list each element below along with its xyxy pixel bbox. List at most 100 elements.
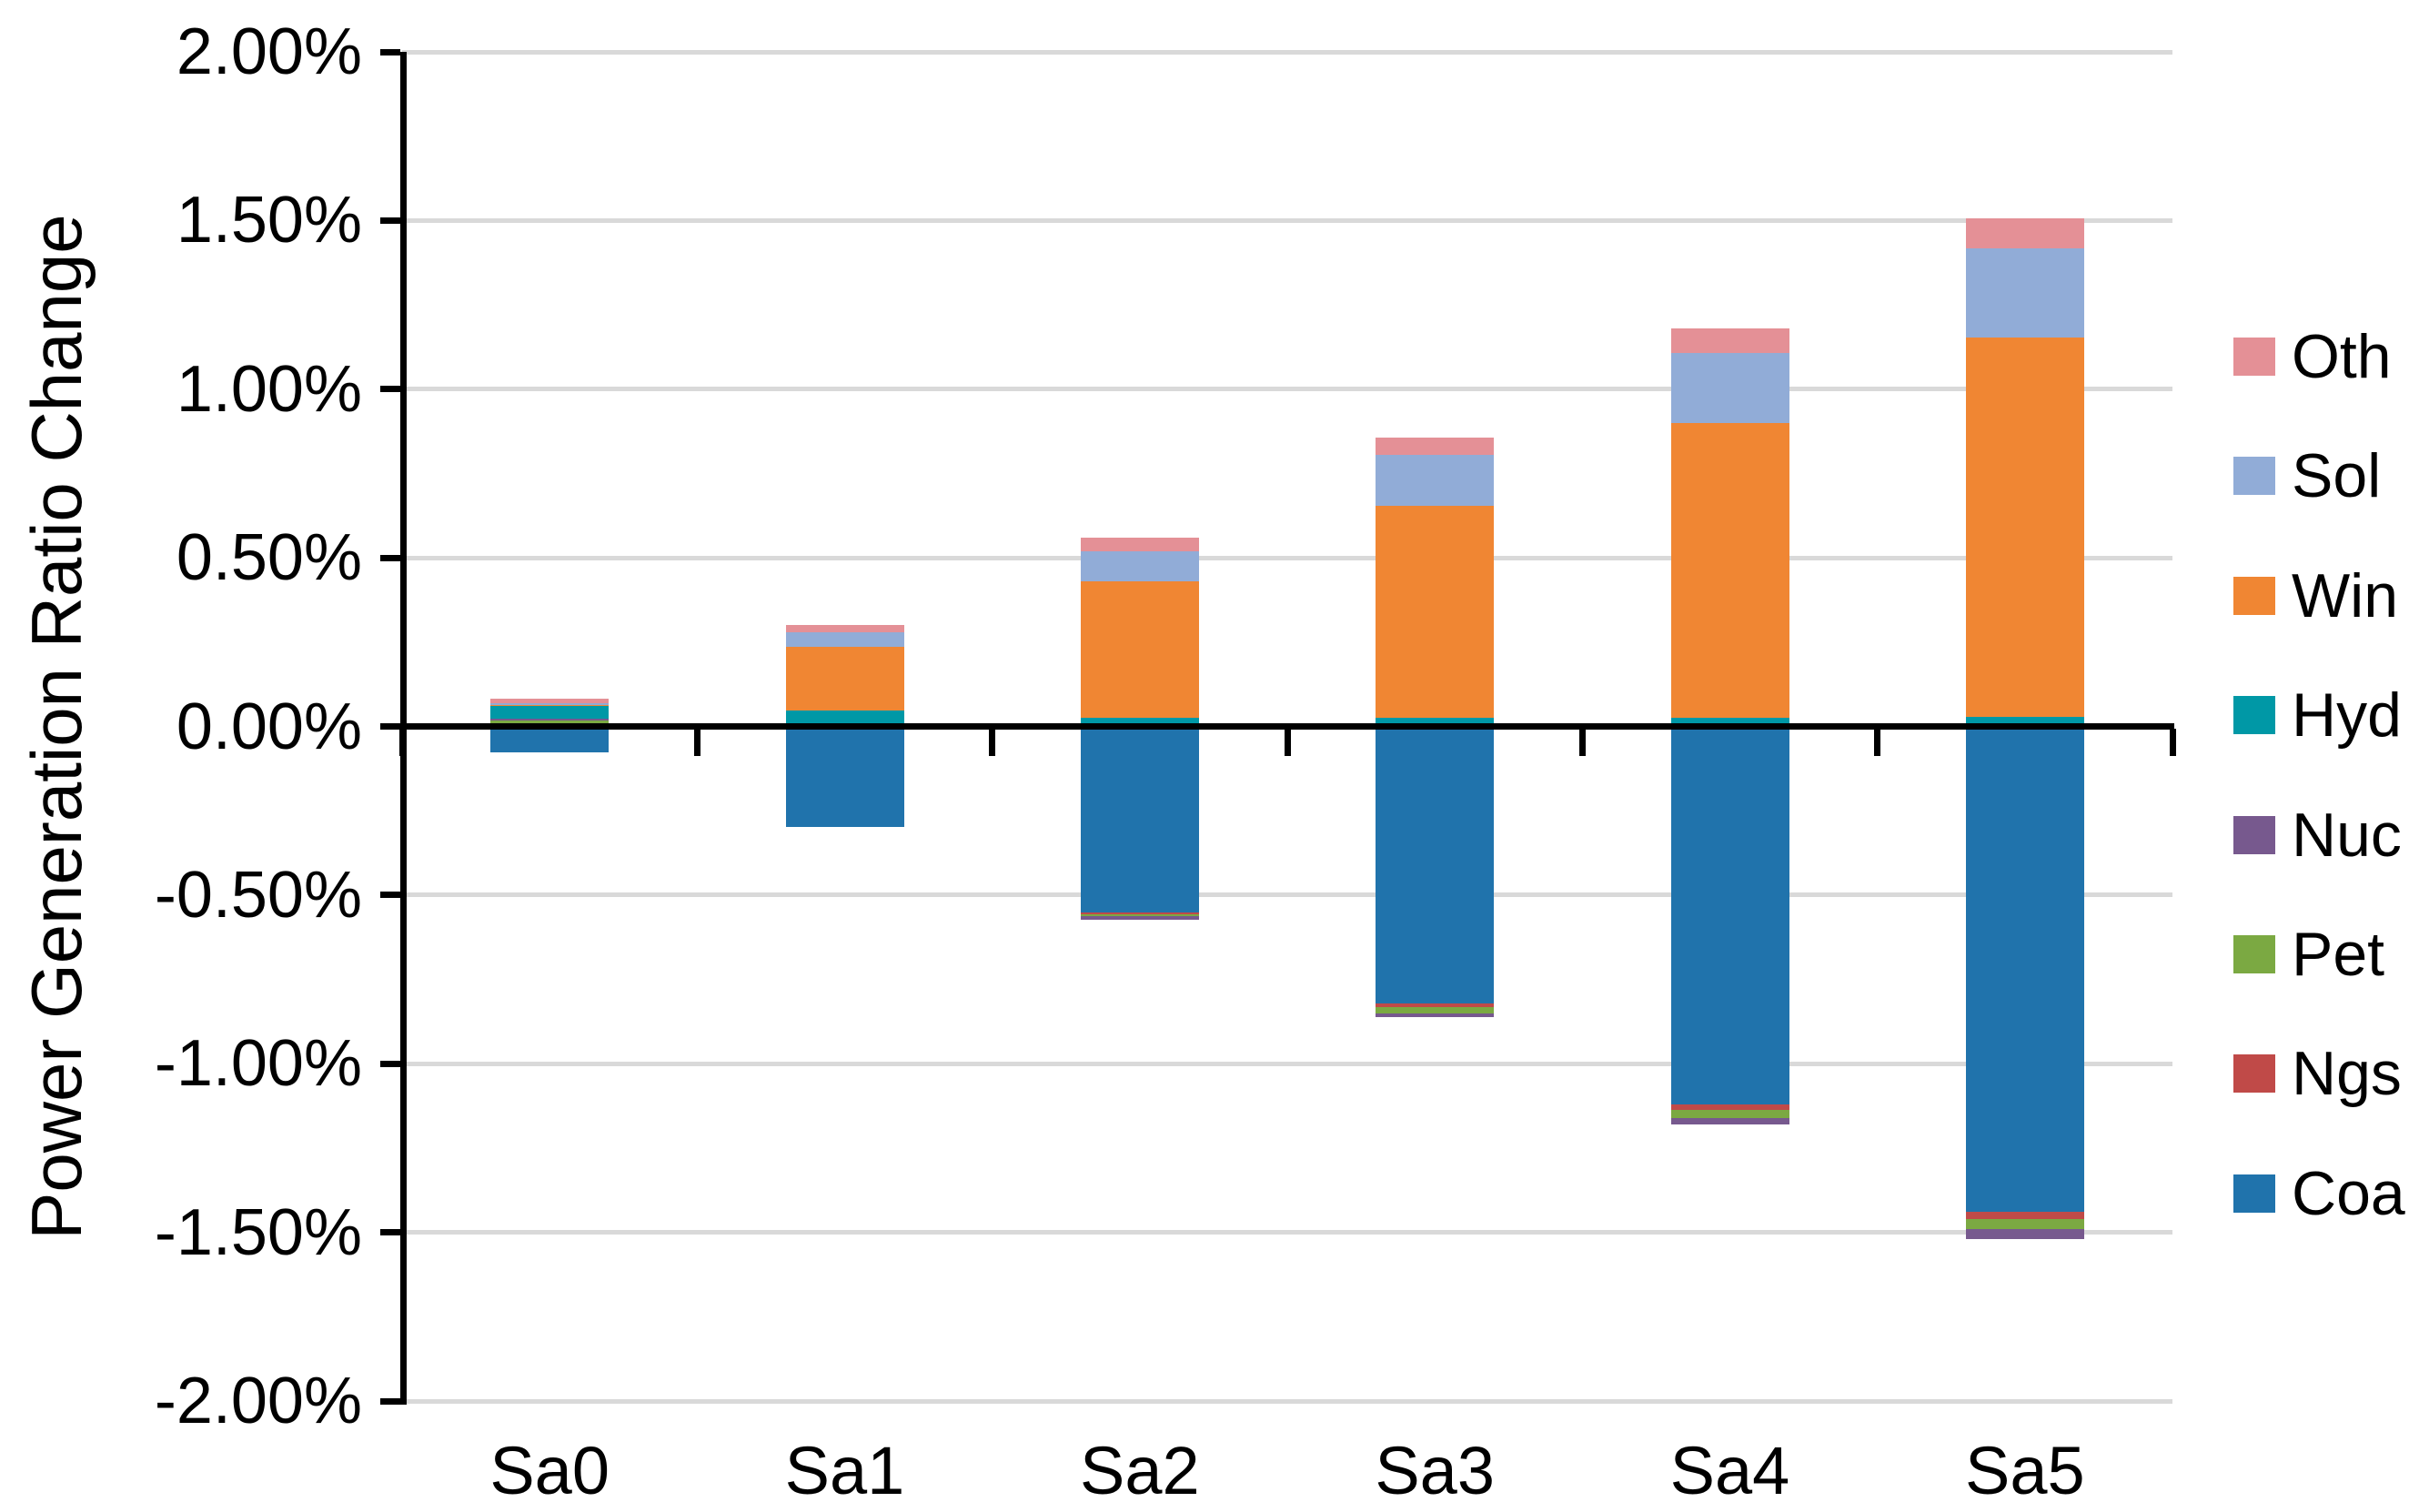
legend-label-Win: Win xyxy=(2292,560,2399,630)
bar-Sa1-Win xyxy=(785,647,904,711)
legend-item-Nuc: Nuc xyxy=(2233,802,2402,868)
legend-item-Sol: Sol xyxy=(2233,443,2381,509)
bar-Sa4-Pet xyxy=(1670,1109,1789,1118)
y-tick--0.5 xyxy=(380,892,400,899)
bar-Sa2-Hyd xyxy=(1080,718,1199,727)
gridline-0.5 xyxy=(402,555,2172,560)
bar-Sa2-Nuc xyxy=(1080,915,1199,920)
bar-Sa2-Ngs xyxy=(1080,912,1199,914)
x-tick-0 xyxy=(398,729,406,756)
gridline--0.5 xyxy=(402,892,2172,898)
legend-label-Nuc: Nuc xyxy=(2292,800,2402,870)
bar-Sa2-Sol xyxy=(1080,550,1199,582)
y-tick-label-1.5: 1.50% xyxy=(176,184,362,257)
y-tick-0 xyxy=(380,723,400,730)
legend-label-Coa: Coa xyxy=(2292,1158,2405,1228)
y-tick-0.5 xyxy=(380,554,400,561)
y-tick--2 xyxy=(380,1397,400,1405)
bar-Sa1-Coa xyxy=(785,726,904,827)
x-tick-5 xyxy=(1874,729,1881,756)
bar-Sa5-Sol xyxy=(1965,248,2084,338)
y-tick-label-1: 1.00% xyxy=(176,352,362,426)
bar-Sa5-Win xyxy=(1965,338,2084,718)
bar-Sa1-Hyd xyxy=(785,711,904,725)
bar-Sa5-Ngs xyxy=(1965,1212,2084,1220)
legend-item-Oth: Oth xyxy=(2233,324,2392,389)
y-tick--1 xyxy=(380,1060,400,1067)
legend-item-Pet: Pet xyxy=(2233,922,2384,987)
y-tick-label-0.5: 0.50% xyxy=(176,521,362,595)
bar-Sa5-Nuc xyxy=(1965,1228,2084,1240)
legend-item-Win: Win xyxy=(2233,563,2398,629)
bar-Sa0-Oth xyxy=(490,699,610,704)
bar-Sa2-Pet xyxy=(1080,913,1199,916)
gridline--1.5 xyxy=(402,1230,2172,1235)
bar-Sa5-Pet xyxy=(1965,1219,2084,1229)
x-axis-zero-line xyxy=(400,723,2174,730)
bar-Sa4-Sol xyxy=(1670,353,1789,423)
gridline-1.5 xyxy=(402,217,2172,223)
bar-Sa3-Sol xyxy=(1376,455,1495,506)
bar-Sa3-Coa xyxy=(1376,726,1495,1004)
bar-Sa5-Oth xyxy=(1965,217,2084,249)
legend-label-Hyd: Hyd xyxy=(2292,680,2402,751)
bar-Sa3-Nuc xyxy=(1376,1013,1495,1017)
legend-swatch-Pet xyxy=(2233,935,2275,973)
gridline--1 xyxy=(402,1061,2172,1066)
y-tick--1.5 xyxy=(380,1229,400,1236)
y-tick-label-2: 2.00% xyxy=(176,15,362,88)
bar-Sa2-Win xyxy=(1080,581,1199,719)
x-label-Sa2: Sa2 xyxy=(1079,1433,1200,1508)
legend-item-Hyd: Hyd xyxy=(2233,682,2402,748)
bar-Sa0-Sol xyxy=(490,703,610,706)
x-tick-3 xyxy=(1284,729,1291,756)
bar-Sa2-Coa xyxy=(1080,726,1199,912)
bar-Sa4-Nuc xyxy=(1670,1117,1789,1124)
legend-label-Ngs: Ngs xyxy=(2292,1039,2402,1109)
bar-Sa4-Coa xyxy=(1670,726,1789,1104)
legend-swatch-Nuc xyxy=(2233,815,2275,854)
legend-swatch-Coa xyxy=(2233,1174,2275,1213)
y-tick-label--0.5: -0.50% xyxy=(154,858,362,932)
gridline-2 xyxy=(402,49,2172,55)
x-label-Sa3: Sa3 xyxy=(1375,1433,1495,1508)
legend-label-Sol: Sol xyxy=(2292,441,2382,511)
bar-Sa3-Pet xyxy=(1376,1007,1495,1013)
bar-Sa1-Oth xyxy=(785,624,904,632)
bar-Sa1-Sol xyxy=(785,631,904,648)
x-tick-1 xyxy=(693,729,700,756)
y-tick-1.5 xyxy=(380,217,400,224)
bar-Sa4-Hyd xyxy=(1670,717,1789,727)
legend-swatch-Ngs xyxy=(2233,1054,2275,1094)
bar-Sa4-Oth xyxy=(1670,328,1789,354)
x-label-Sa5: Sa5 xyxy=(1964,1433,2085,1508)
gridline-1 xyxy=(402,387,2172,392)
bar-Sa3-Win xyxy=(1376,506,1495,718)
legend-swatch-Hyd xyxy=(2233,696,2275,735)
bar-Sa0-Hyd xyxy=(490,705,610,719)
legend-swatch-Oth xyxy=(2233,338,2275,376)
y-tick-label--1: -1.00% xyxy=(154,1027,362,1101)
bar-Sa3-Ngs xyxy=(1376,1003,1495,1008)
bar-Sa2-Oth xyxy=(1080,537,1199,551)
bar-Sa3-Hyd xyxy=(1376,717,1495,727)
x-tick-2 xyxy=(989,729,996,756)
y-axis-title: Power Generation Ratio Change xyxy=(16,213,96,1240)
legend-label-Pet: Pet xyxy=(2292,920,2385,989)
y-tick-1 xyxy=(380,386,400,393)
bar-Sa4-Win xyxy=(1670,422,1789,718)
bar-Sa4-Ngs xyxy=(1670,1104,1789,1110)
x-label-Sa1: Sa1 xyxy=(784,1433,905,1508)
y-tick-label-0: 0.00% xyxy=(176,690,362,763)
x-label-Sa4: Sa4 xyxy=(1669,1433,1790,1508)
bar-Sa5-Coa xyxy=(1965,726,2084,1213)
legend-item-Ngs: Ngs xyxy=(2233,1041,2402,1106)
legend-label-Oth: Oth xyxy=(2292,322,2392,391)
x-tick-4 xyxy=(1578,729,1586,756)
x-label-Sa0: Sa0 xyxy=(489,1433,610,1508)
y-tick-label--1.5: -1.50% xyxy=(154,1195,362,1269)
legend-swatch-Win xyxy=(2233,576,2275,615)
bar-Sa0-Nuc xyxy=(490,718,610,721)
x-tick-6 xyxy=(2169,729,2176,756)
